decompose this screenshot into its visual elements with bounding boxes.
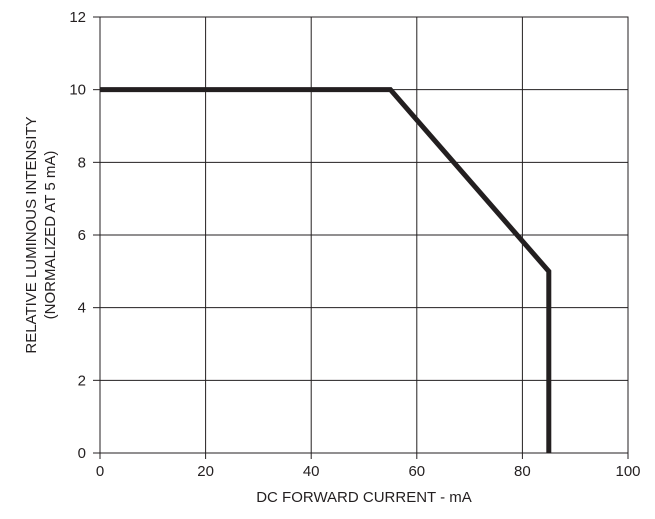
x-tick-label: 0 xyxy=(96,463,104,480)
y-tick-label: 0 xyxy=(78,445,86,462)
x-tick-label: 80 xyxy=(514,463,531,480)
y-axis-title-line-1: RELATIVE LUMINOUS INTENSITY xyxy=(23,116,40,353)
y-tick-label: 2 xyxy=(78,372,86,389)
x-tick-label: 100 xyxy=(615,463,640,480)
x-tick-label: 20 xyxy=(197,463,214,480)
x-axis-title: DC FORWARD CURRENT - mA xyxy=(256,489,472,506)
y-axis-title-line-2: (NORMALIZED AT 5 mA) xyxy=(42,151,59,320)
y-tick-label: 12 xyxy=(69,9,86,26)
y-tick-label: 4 xyxy=(78,300,86,317)
series-line xyxy=(100,87,552,453)
y-axis-title: RELATIVE LUMINOUS INTENSITY (NORMALIZED … xyxy=(23,116,59,353)
x-tick-label: 40 xyxy=(303,463,320,480)
y-tick-label: 6 xyxy=(78,227,86,244)
axis-ticks: 0 20 40 60 80 100 0 2 4 6 8 10 12 xyxy=(69,9,640,480)
y-tick-label: 8 xyxy=(78,154,86,171)
series-layer xyxy=(100,87,552,453)
y-tick-label: 10 xyxy=(69,82,86,99)
x-tick-label: 60 xyxy=(408,463,425,480)
